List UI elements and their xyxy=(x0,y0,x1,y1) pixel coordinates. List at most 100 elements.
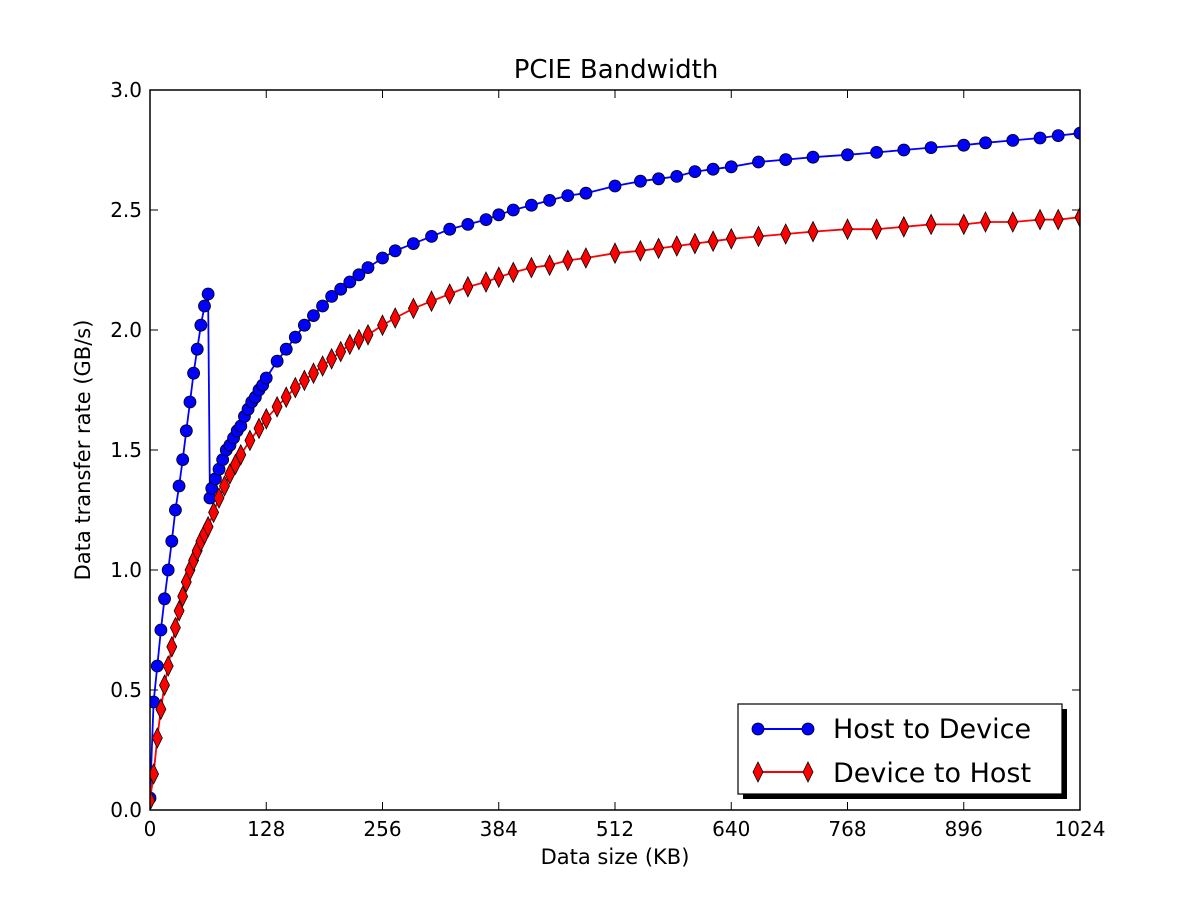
data-point-host-to-device xyxy=(165,534,179,548)
data-point-device-to-host xyxy=(580,247,592,269)
data-point-device-to-host xyxy=(544,254,556,277)
y-tick-label: 1.5 xyxy=(110,438,142,462)
data-point-host-to-device xyxy=(957,138,971,152)
y-tick-label: 2.5 xyxy=(110,198,142,222)
data-point-device-to-host xyxy=(444,283,456,305)
data-point-device-to-host xyxy=(177,585,189,608)
data-point-device-to-host xyxy=(335,340,347,363)
y-tick-label: 0.5 xyxy=(110,678,142,702)
data-point-host-to-device xyxy=(187,366,200,380)
data-point-device-to-host xyxy=(1074,206,1080,229)
data-point-device-to-host xyxy=(1034,208,1046,231)
data-point-host-to-device xyxy=(307,309,320,323)
data-point-device-to-host xyxy=(780,223,792,245)
data-point-host-to-device xyxy=(279,342,293,356)
data-point-device-to-host xyxy=(1052,208,1064,231)
x-tick-label: 896 xyxy=(945,817,983,841)
data-point-host-to-device xyxy=(297,318,311,332)
legend-label-device: Device to Host xyxy=(833,758,1031,789)
data-point-device-to-host xyxy=(634,239,646,262)
y-tick-label: 3.0 xyxy=(110,78,142,102)
plot-area-frame xyxy=(149,89,1081,811)
data-point-device-to-host xyxy=(871,218,883,241)
data-point-host-to-device xyxy=(270,354,284,368)
data-point-device-to-host xyxy=(653,237,665,260)
data-point-host-to-device xyxy=(376,251,389,265)
data-point-host-to-device xyxy=(870,145,883,159)
data-point-device-to-host xyxy=(166,635,178,658)
data-point-device-to-host xyxy=(219,475,230,497)
data-point-host-to-device xyxy=(579,186,593,200)
data-point-device-to-host xyxy=(980,211,991,233)
data-point-host-to-device xyxy=(724,160,738,174)
data-point-device-to-host xyxy=(493,266,505,289)
data-point-host-to-device xyxy=(194,318,208,332)
data-point-host-to-device xyxy=(325,289,339,303)
data-point-device-to-host xyxy=(562,249,574,272)
data-point-host-to-device xyxy=(406,237,420,251)
x-tick-label: 128 xyxy=(247,817,285,841)
data-point-host-to-device xyxy=(688,165,702,179)
data-point-host-to-device xyxy=(288,330,302,344)
data-point-host-to-device xyxy=(561,189,575,203)
data-point-device-to-host xyxy=(753,225,764,248)
data-point-device-to-host xyxy=(317,355,329,377)
data-point-host-to-device xyxy=(479,213,493,227)
data-point-device-to-host xyxy=(671,235,683,257)
data-point-host-to-device xyxy=(169,503,182,517)
data-point-device-to-host xyxy=(507,261,519,284)
data-point-device-to-host xyxy=(151,727,163,749)
data-point-host-to-device xyxy=(492,208,506,222)
data-point-device-to-host xyxy=(202,515,214,538)
data-point-device-to-host xyxy=(162,655,174,677)
data-point-device-to-host xyxy=(958,213,970,236)
data-point-device-to-host xyxy=(480,271,492,293)
data-point-host-to-device xyxy=(670,169,684,183)
data-point-host-to-device xyxy=(361,261,375,275)
data-point-host-to-device xyxy=(352,268,366,282)
data-point-device-to-host xyxy=(925,213,937,236)
legend-marker-host xyxy=(751,722,765,736)
data-point-host-to-device xyxy=(543,193,557,207)
y-tick-label: 2.0 xyxy=(110,318,142,342)
x-tick-label: 256 xyxy=(363,817,401,841)
data-point-host-to-device xyxy=(316,299,329,313)
data-point-device-to-host xyxy=(208,501,220,524)
data-point-host-to-device xyxy=(608,179,622,193)
data-point-device-to-host xyxy=(725,227,737,250)
data-point-device-to-host xyxy=(426,290,437,313)
data-point-host-to-device xyxy=(924,141,938,155)
data-point-host-to-device xyxy=(172,479,186,493)
y-tick-label: 1.0 xyxy=(110,558,142,582)
data-point-host-to-device xyxy=(752,155,765,169)
data-point-host-to-device xyxy=(425,229,438,243)
data-point-device-to-host xyxy=(525,256,537,279)
data-point-host-to-device xyxy=(161,563,175,577)
chart-title: PCIE Bandwidth xyxy=(514,55,719,85)
data-point-device-to-host xyxy=(244,429,256,452)
data-point-device-to-host xyxy=(707,230,719,253)
data-point-device-to-host xyxy=(173,599,185,622)
x-tick-label: 1024 xyxy=(1055,817,1106,841)
data-point-host-to-device xyxy=(506,203,520,217)
legend: Host to Device Device to Host xyxy=(737,703,1067,799)
data-point-host-to-device xyxy=(1073,126,1080,140)
data-point-device-to-host xyxy=(213,487,225,509)
data-point-device-to-host xyxy=(689,232,701,255)
x-axis-label: Data size (KB) xyxy=(541,845,690,869)
legend-label-host: Host to Device xyxy=(833,714,1031,745)
data-point-device-to-host xyxy=(155,698,167,721)
data-point-device-to-host xyxy=(326,347,338,370)
data-point-host-to-device xyxy=(388,244,402,258)
data-point-device-to-host xyxy=(280,386,292,409)
data-point-host-to-device xyxy=(343,275,357,289)
data-point-host-to-device xyxy=(183,395,197,409)
data-point-host-to-device xyxy=(461,217,475,231)
data-point-host-to-device xyxy=(179,424,193,438)
data-point-device-to-host xyxy=(462,275,474,298)
data-point-host-to-device xyxy=(334,282,348,296)
data-point-device-to-host xyxy=(289,376,301,399)
data-point-device-to-host xyxy=(898,215,910,238)
data-point-host-to-device xyxy=(190,342,204,356)
